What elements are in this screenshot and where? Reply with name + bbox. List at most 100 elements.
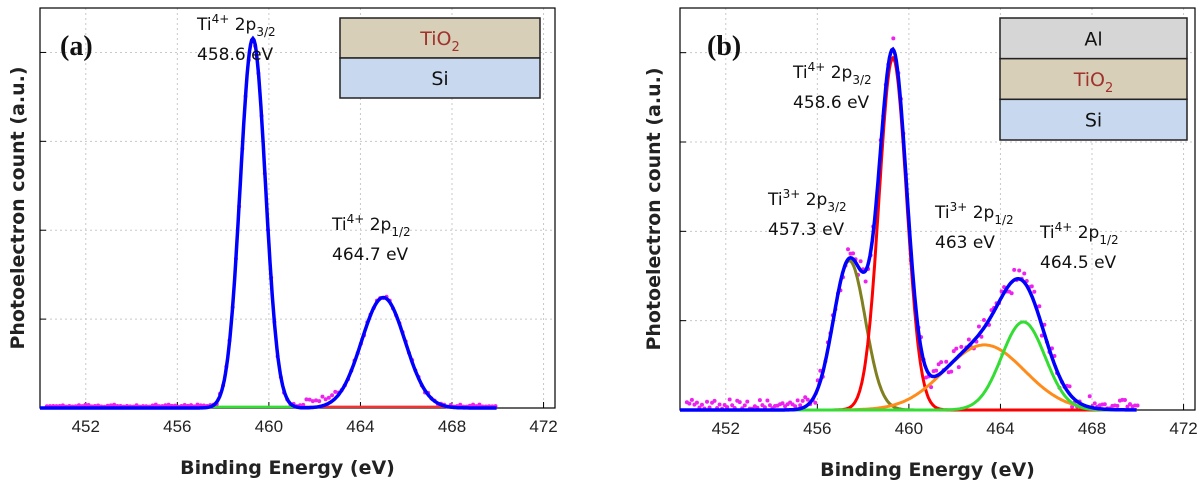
ann-sup: 4+ [212,12,230,26]
data-point [717,402,722,407]
data-point [745,399,750,404]
series-ti4-2p1-2 [680,320,1137,412]
peak-annotation: Ti3+ 2p3/2 457.3 eV [767,187,847,240]
data-point [1125,404,1130,409]
data-point [705,399,710,404]
data-point [166,402,171,407]
data-point [981,317,986,322]
data-point [1115,403,1120,408]
layer-main: TiO [1073,69,1105,91]
annotation-species: Ti3+ 2p3/2 [767,187,847,214]
ann-mid: 2p [800,190,827,210]
data-point [1102,402,1107,407]
layer-tio: TiO2 [339,17,541,59]
layer-tio: TiO2 [999,57,1188,101]
panel-a: 452 456 460 464 468 472 Binding Energy (eV) Pho… [7,7,558,479]
ann-sub: 1/2 [1099,233,1118,247]
ann-sup: 4+ [1055,220,1073,234]
data-point [304,397,309,402]
data-point [737,400,742,405]
annotation-energy: 457.3 eV [768,220,845,240]
layer-label: Si [431,68,448,90]
data-point [1012,267,1017,272]
data-point [858,259,863,264]
data-point [803,395,808,400]
data-point [689,397,694,402]
x-tick-label: 468 [1078,419,1106,438]
layer-rect [999,57,1188,101]
layer-main: Si [431,68,448,90]
data-point [112,402,117,407]
annotation-energy: 458.6 eV [197,45,274,65]
data-point [134,403,139,408]
x-tick-label: 460 [255,417,283,436]
panel-b: 452 456 460 464 468 472 Binding Energy (eV) Pho… [643,7,1198,481]
annotation-species: Ti4+ 2p3/2 [792,60,872,87]
ann-main: Ti [792,63,808,83]
ann-mid: 2p [825,63,852,83]
layer-rect [999,98,1188,141]
layer-label: Si [1085,110,1102,132]
x-tick-label: 452 [712,419,740,438]
annotation-energy: 464.5 eV [1040,253,1117,273]
data-point [314,398,319,403]
data-point [317,399,322,404]
data-point [195,402,200,407]
y-axis-label: Photoelectron count (a.u.) [643,67,665,350]
data-point [320,394,325,399]
data-point [86,402,91,407]
data-point [979,334,984,339]
data-point [846,247,851,252]
layer-sub: 2 [1105,81,1113,96]
data-point [83,402,88,407]
ann-sub: 3/2 [852,73,871,87]
data-point [712,398,717,403]
data-point [182,402,187,407]
layer-rect [999,17,1188,60]
data-point [949,369,954,374]
annotation-species: Ti4+ 2p3/2 [196,12,276,39]
y-axis-label: Photoelectron count (a.u.) [7,66,29,349]
ann-sub: 3/2 [827,200,846,214]
peak-annotation: Ti4+ 2p1/2 464.5 eV [1039,220,1119,273]
data-point [458,402,463,407]
data-point [891,36,896,41]
data-point [1037,304,1042,309]
data-point [1135,403,1140,408]
annotation-energy: 463 eV [935,233,995,253]
x-tick-label: 468 [438,417,466,436]
data-point [730,403,735,408]
annotation-species: Ti4+ 2p1/2 [1039,220,1119,247]
layer-sub: 2 [451,40,459,55]
x-axis-label: Binding Energy (eV) [820,459,1035,481]
ann-mid: 2p [364,215,391,235]
data-point [813,400,818,405]
layer-label: TiO2 [419,28,460,55]
x-tick-label: 456 [803,419,831,438]
data-point [323,397,328,402]
data-point [330,393,335,398]
x-tick-label: 472 [1169,419,1197,438]
panel-label: (b) [707,31,741,62]
data-point [805,397,810,402]
data-point [757,398,762,403]
x-tick-label: 464 [986,419,1014,438]
ann-sup: 4+ [808,60,826,74]
annotation-species: Ti3+ 2p1/2 [934,200,1014,227]
data-point [76,403,81,408]
ann-sup: 3+ [783,187,801,201]
x-tick-label: 456 [163,417,191,436]
data-point [762,405,767,410]
data-point [929,385,934,390]
data-point [939,360,944,365]
envelope-fit [680,46,1137,412]
data-point [798,403,803,408]
data-point [1017,268,1022,273]
ann-main: Ti [934,203,950,223]
ann-mid: 2p [967,203,994,223]
panel-label: (a) [60,31,93,62]
data-point [793,404,798,409]
data-point [153,402,158,407]
data-point [1009,291,1014,296]
data-point [976,324,981,329]
